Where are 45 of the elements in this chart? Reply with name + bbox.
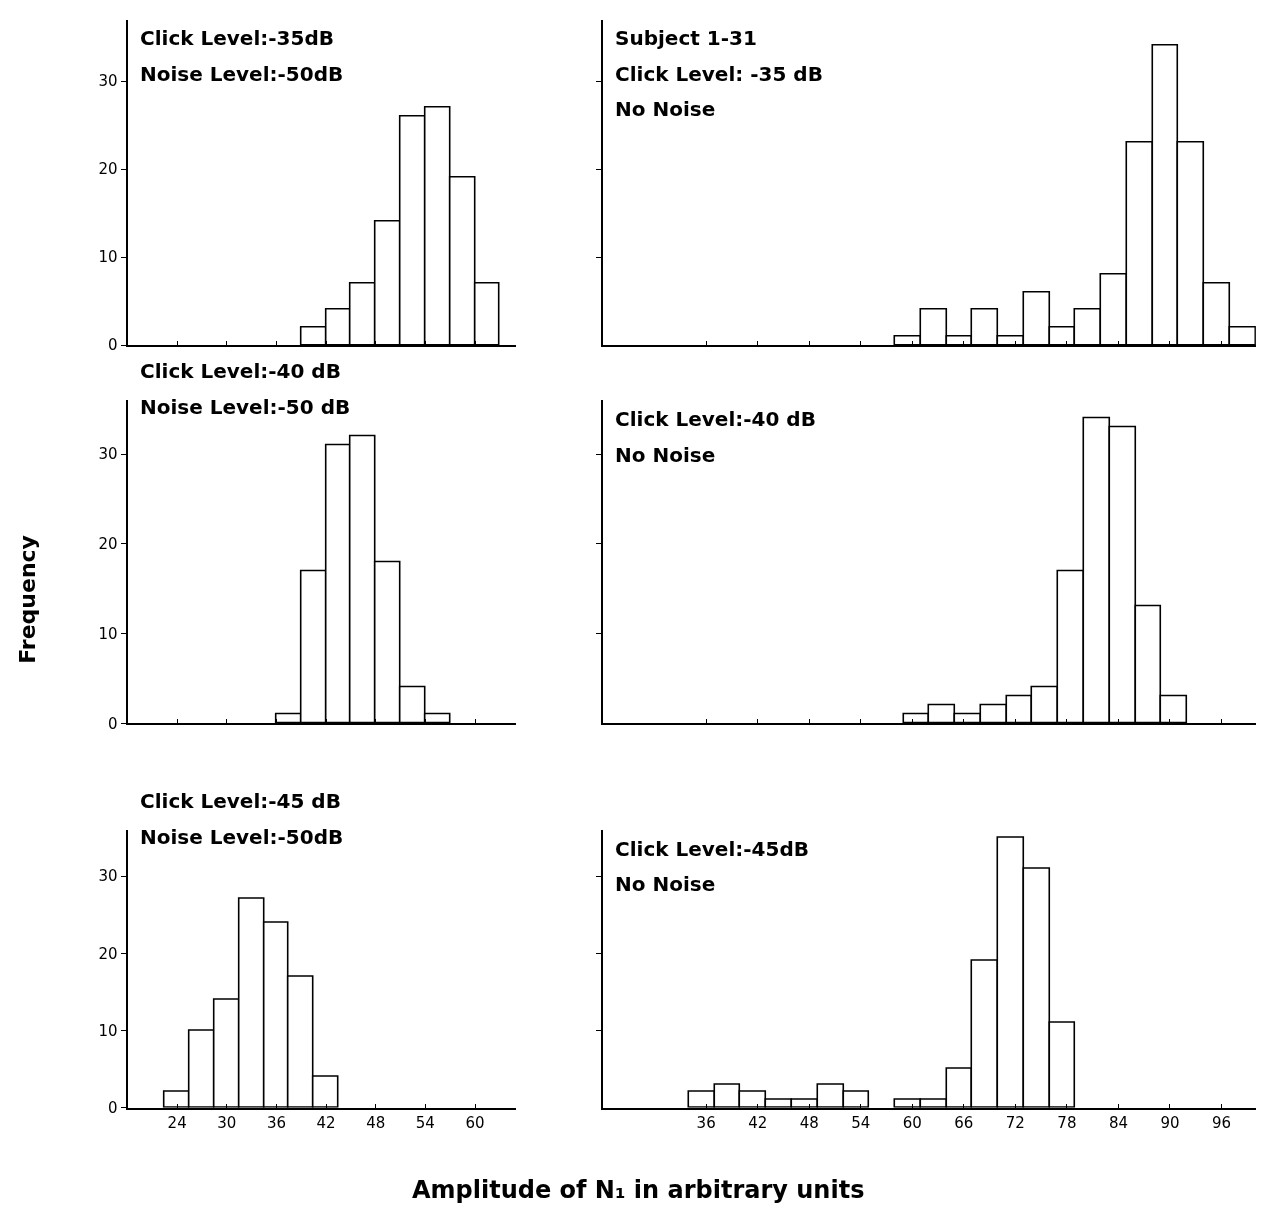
text: Click Level:-40 dB: [140, 359, 341, 383]
annotation: Click Level: -35 dB: [615, 62, 823, 86]
y-tick-label: 20: [98, 160, 118, 179]
y-axis-title: Frequency: [15, 535, 41, 664]
y-tick-label: 20: [98, 535, 118, 554]
annotation: Subject 1-31: [615, 26, 757, 50]
x-tick-label: 42: [316, 1113, 336, 1132]
x-tick-label: 48: [366, 1113, 386, 1132]
y-tick-label: 0: [107, 714, 118, 733]
y-tick-label: 30: [98, 445, 118, 464]
y-tick-label: 20: [98, 944, 118, 963]
y-tick-label: 0: [107, 336, 118, 355]
x-tick-label: 24: [167, 1113, 187, 1132]
x-tick-label: 36: [266, 1113, 286, 1132]
annotation: Noise Level:-50dB: [140, 62, 344, 86]
x-tick-label: 42: [748, 1113, 768, 1132]
annotation: No Noise: [615, 97, 716, 121]
x-tick-label: 96: [1211, 1113, 1232, 1132]
annotation: No Noise: [615, 443, 716, 467]
annotation: Click Level:-40 dB: [615, 407, 816, 431]
x-tick-label: 30: [217, 1113, 237, 1132]
x-axis-title: Amplitude of N₁ in arbitrary units: [412, 1176, 865, 1204]
y-tick-label: 10: [98, 1021, 118, 1040]
x-tick-label: 66: [954, 1113, 974, 1132]
x-tick-label: 60: [465, 1113, 485, 1132]
annotation: Click Level:-45dB: [615, 837, 809, 861]
annotation: Noise Level:-50 dB: [140, 395, 351, 419]
x-tick-label: 36: [696, 1113, 716, 1132]
y-tick-label: 30: [98, 867, 118, 886]
annotation: Click Level:-35dB: [140, 26, 334, 50]
x-tick-label: 78: [1057, 1113, 1077, 1132]
annotation: Noise Level:-50dB: [140, 825, 344, 849]
x-tick-label: 54: [851, 1113, 871, 1132]
text: Click Level:-45 dB: [140, 789, 341, 813]
y-tick-label: 10: [98, 624, 118, 643]
x-tick-label: 90: [1160, 1113, 1180, 1132]
annotation: No Noise: [615, 872, 716, 896]
x-tick-label: 84: [1108, 1113, 1128, 1132]
y-tick-label: 30: [98, 72, 118, 91]
x-tick-label: 60: [902, 1113, 922, 1132]
x-tick-label: 54: [415, 1113, 435, 1132]
y-tick-label: 10: [98, 248, 118, 267]
x-tick-label: 72: [1005, 1113, 1025, 1132]
x-tick-label: 48: [799, 1113, 819, 1132]
y-tick-label: 0: [107, 1098, 118, 1117]
